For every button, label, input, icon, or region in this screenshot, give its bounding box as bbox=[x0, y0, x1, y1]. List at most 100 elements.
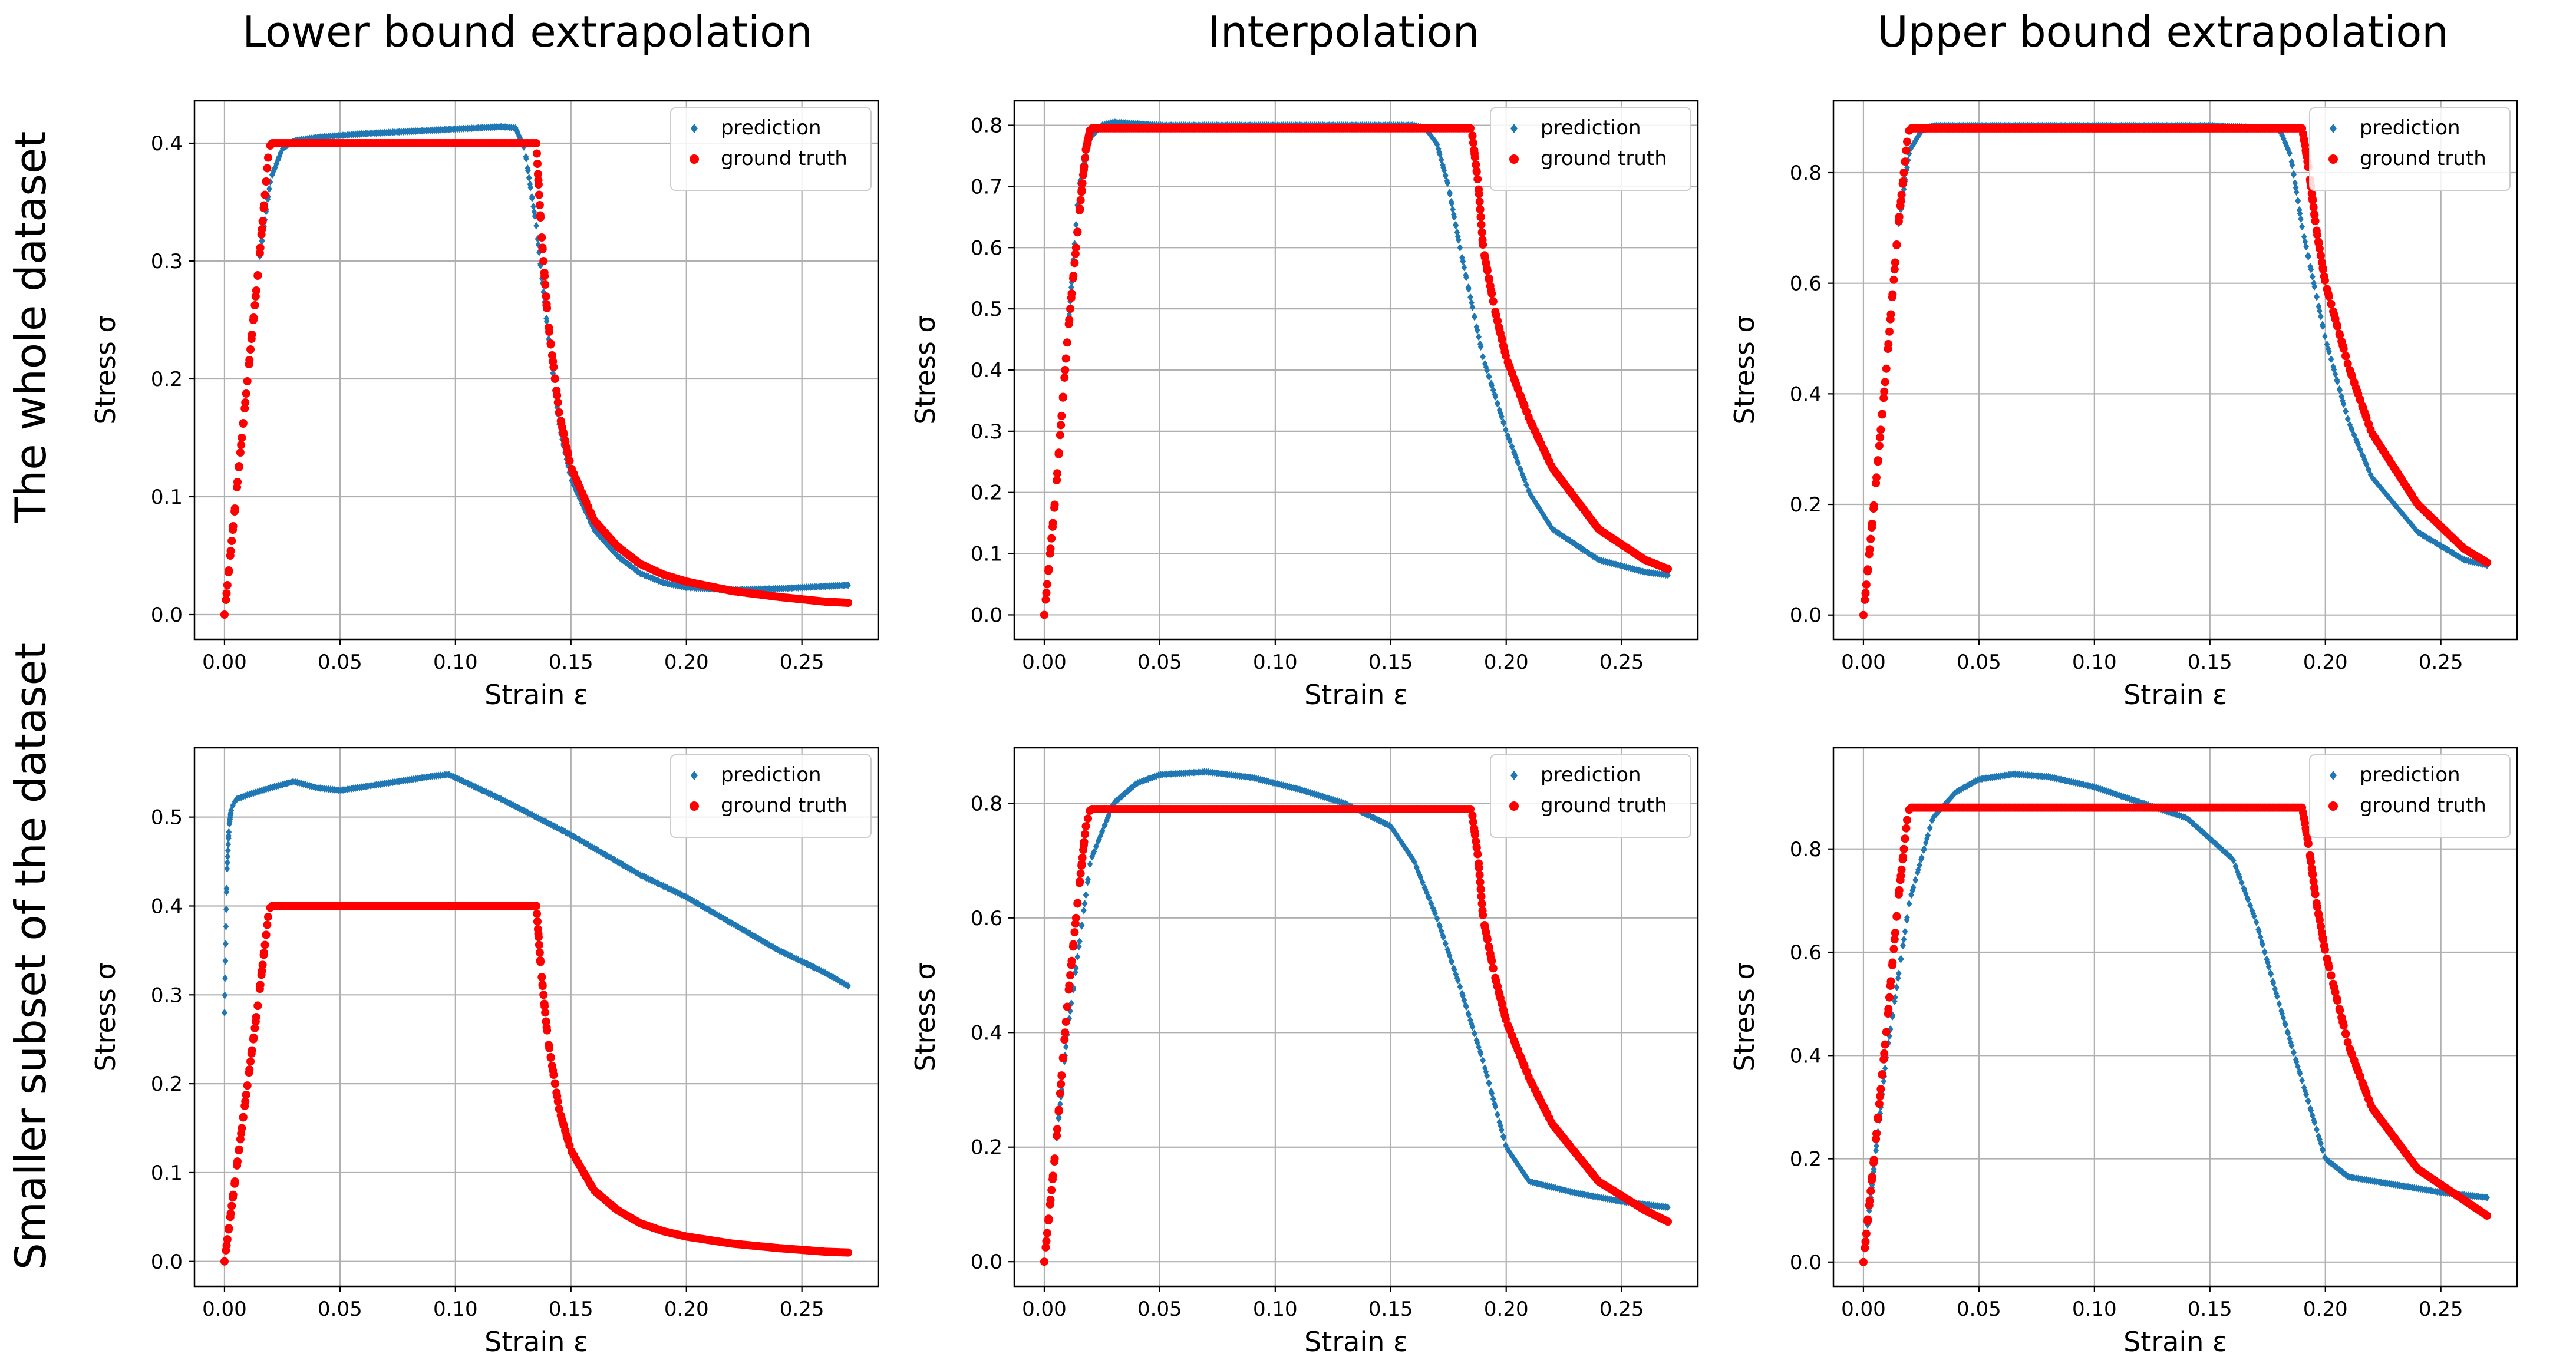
ground-truth-point bbox=[2364, 420, 2373, 428]
x-tick-label: 0.05 bbox=[1957, 651, 2001, 674]
ground-truth-point bbox=[1664, 565, 1673, 573]
ground-truth-point bbox=[1064, 985, 1073, 994]
ground-truth-point bbox=[2311, 217, 2320, 226]
ground-truth-point bbox=[1063, 338, 1071, 347]
ground-truth-point bbox=[2442, 527, 2451, 536]
y-tick-label: 0.1 bbox=[151, 1161, 183, 1185]
prediction-point bbox=[1500, 1132, 1506, 1140]
ground-truth-point bbox=[2356, 395, 2364, 404]
ground-truth-point bbox=[2327, 299, 2336, 308]
prediction-point bbox=[1104, 814, 1111, 822]
legend-label-prediction: prediction bbox=[2360, 763, 2460, 787]
ground-truth-point bbox=[2448, 1188, 2457, 1197]
ground-truth-point bbox=[2316, 251, 2325, 260]
prediction-point bbox=[707, 906, 713, 915]
ground-truth-point bbox=[538, 245, 547, 253]
prediction-point bbox=[1461, 263, 1467, 272]
x-tick-label: 0.10 bbox=[2072, 1298, 2117, 1321]
ground-truth-point bbox=[1522, 407, 1531, 416]
ground-truth-point bbox=[260, 940, 269, 949]
ground-truth-point bbox=[556, 417, 565, 425]
row-title-smaller-subset: Smaller subset of the dataset bbox=[6, 642, 55, 1270]
prediction-point bbox=[678, 890, 684, 899]
ground-truth-point bbox=[1516, 392, 1525, 401]
prediction-point bbox=[1911, 139, 1917, 147]
prediction-point bbox=[1448, 957, 1454, 965]
prediction-point bbox=[1904, 916, 1910, 924]
prediction-point bbox=[1411, 857, 1417, 866]
ground-truth-point bbox=[260, 190, 269, 199]
prediction-point bbox=[2297, 209, 2303, 217]
prediction-point bbox=[225, 853, 231, 861]
prediction-point bbox=[1498, 1121, 1503, 1130]
ground-truth-point bbox=[844, 1248, 853, 1257]
ground-truth-point bbox=[1058, 1053, 1067, 1062]
ground-truth-point bbox=[1041, 1243, 1050, 1252]
ground-truth-point bbox=[236, 1135, 245, 1144]
series-ground-truth bbox=[1859, 803, 2492, 1266]
y-tick-label: 0.3 bbox=[971, 420, 1002, 444]
prediction-point bbox=[1480, 1057, 1486, 1065]
ground-truth-point bbox=[2483, 1211, 2492, 1220]
ground-truth-point bbox=[1892, 912, 1901, 921]
ground-truth-point bbox=[532, 902, 540, 910]
prediction-point bbox=[758, 936, 764, 945]
prediction-point bbox=[1473, 323, 1480, 331]
prediction-point bbox=[225, 834, 232, 842]
ground-truth-point bbox=[1862, 580, 1871, 589]
prediction-point bbox=[718, 913, 724, 921]
prediction-point bbox=[1499, 412, 1505, 421]
ground-truth-point bbox=[2307, 189, 2316, 198]
ground-truth-point bbox=[610, 539, 619, 547]
prediction-point bbox=[1483, 363, 1489, 371]
ground-truth-point bbox=[1880, 387, 1889, 396]
ground-truth-point bbox=[1079, 846, 1088, 854]
prediction-point bbox=[2305, 252, 2311, 260]
prediction-point bbox=[625, 560, 632, 569]
ground-truth-point bbox=[1081, 830, 1090, 839]
prediction-point bbox=[1665, 571, 1671, 579]
ground-truth-point bbox=[1880, 1049, 1889, 1058]
prediction-point bbox=[1459, 253, 1465, 262]
prediction-point bbox=[654, 879, 661, 887]
ground-truth-point bbox=[1057, 1080, 1066, 1088]
ground-truth-point bbox=[239, 1113, 248, 1121]
prediction-point bbox=[2290, 1048, 2297, 1057]
prediction-point bbox=[620, 861, 626, 869]
ground-truth-point bbox=[1040, 1257, 1048, 1266]
ground-truth-point bbox=[1862, 1229, 1871, 1238]
ground-truth-point bbox=[262, 930, 271, 939]
prediction-point bbox=[2340, 397, 2346, 405]
prediction-point bbox=[1454, 974, 1460, 982]
ground-truth-point bbox=[1876, 1092, 1885, 1101]
prediction-point bbox=[1914, 869, 1921, 877]
prediction-point bbox=[224, 859, 230, 867]
ground-truth-point bbox=[1477, 892, 1486, 901]
prediction-point bbox=[1413, 864, 1420, 872]
prediction-point bbox=[2407, 519, 2413, 527]
x-axis-label: Strain ε bbox=[2123, 679, 2227, 711]
ground-truth-point bbox=[2396, 1141, 2405, 1150]
prediction-point bbox=[1495, 1111, 1500, 1119]
prediction-point bbox=[2235, 871, 2242, 879]
ground-truth-point bbox=[1468, 811, 1477, 820]
prediction-point bbox=[1484, 366, 1490, 374]
ground-truth-point bbox=[1878, 410, 1886, 418]
ground-truth-point bbox=[2317, 258, 2326, 267]
ground-truth-point bbox=[1480, 920, 1489, 929]
prediction-point bbox=[550, 822, 557, 830]
prediction-point bbox=[643, 873, 649, 882]
ground-truth-point bbox=[1872, 1129, 1881, 1138]
ground-truth-point bbox=[563, 450, 572, 458]
ground-truth-point bbox=[2436, 1180, 2445, 1189]
legend-ground-truth-marker bbox=[2328, 154, 2338, 164]
ground-truth-point bbox=[246, 345, 255, 354]
ground-truth-point bbox=[1903, 137, 1912, 146]
prediction-point bbox=[479, 786, 485, 794]
prediction-point bbox=[2267, 969, 2274, 977]
ground-truth-point bbox=[1899, 168, 1908, 177]
ground-truth-point bbox=[1061, 1028, 1070, 1037]
prediction-point bbox=[1442, 940, 1449, 948]
prediction-point bbox=[1442, 171, 1449, 180]
ground-truth-point bbox=[532, 909, 541, 918]
